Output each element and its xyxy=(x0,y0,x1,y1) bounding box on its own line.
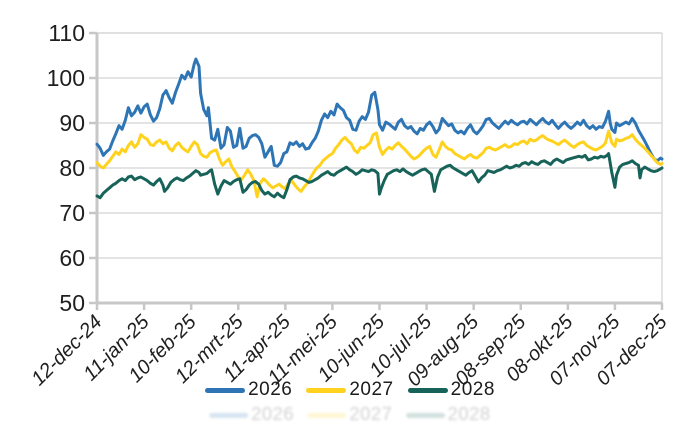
y-axis-tick-label: 70 xyxy=(59,200,85,226)
legend-swatch-2027 xyxy=(306,387,347,393)
legend-ghost-swatch-2026 xyxy=(209,412,249,418)
legend-ghost-label-2028: 2028 xyxy=(447,404,491,425)
y-axis-tick-label: 50 xyxy=(59,290,85,316)
y-axis-tick-label: 60 xyxy=(59,245,85,271)
series-line-2027 xyxy=(95,129,664,199)
legend-ghost-swatch-2027 xyxy=(307,412,347,418)
legend-label-2028: 2028 xyxy=(450,379,495,400)
y-axis-tick-label: 90 xyxy=(59,110,85,136)
legend-label-2027: 2027 xyxy=(349,379,394,400)
legend-ghost-label-2027: 2027 xyxy=(349,404,393,425)
legend-item-2028: 2028 xyxy=(407,379,495,401)
legend-ghost-label-2026: 2026 xyxy=(251,404,295,425)
legend-item-2027: 2027 xyxy=(306,379,393,401)
y-axis-tick-label: 110 xyxy=(48,20,85,46)
legend: 2026 2027 2028 xyxy=(0,379,700,401)
legend-ghost-item: 2026 xyxy=(209,404,294,425)
legend-ghost-item: 2028 xyxy=(405,404,491,425)
series-line-2028 xyxy=(95,152,664,200)
legend-swatch-2028 xyxy=(407,387,448,393)
y-axis-tick-label: 80 xyxy=(59,155,85,181)
legend-swatch-2026 xyxy=(205,387,246,393)
legend-ghost-item: 2027 xyxy=(307,404,393,425)
y-axis-tick-label: 100 xyxy=(47,65,85,91)
legend-item-2026: 2026 xyxy=(205,379,292,401)
series-line-2026 xyxy=(95,57,664,168)
legend-label-2026: 2026 xyxy=(248,379,293,400)
legend-ghost-echo: 2026 2027 2028 xyxy=(11,404,690,425)
legend-ghost-swatch-2028 xyxy=(405,412,445,418)
